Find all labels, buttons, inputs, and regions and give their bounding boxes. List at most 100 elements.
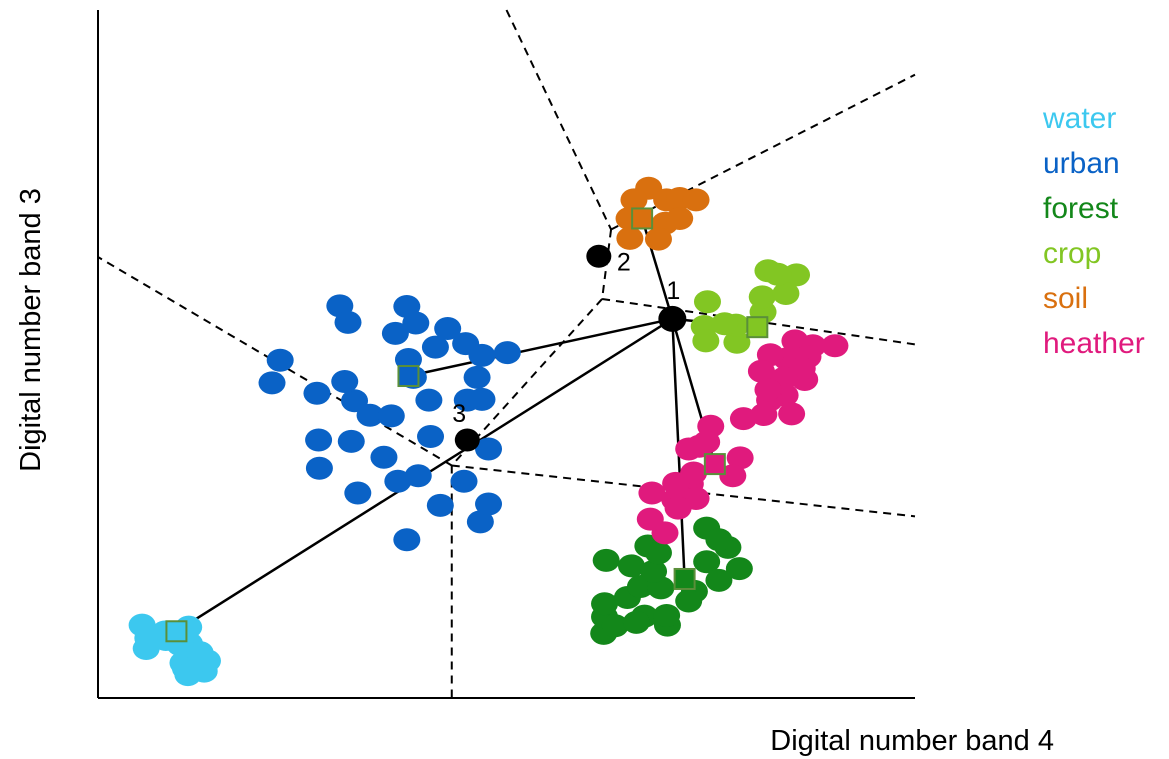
boundary-line: [505, 9, 612, 230]
unknown-pixel-3: [454, 428, 480, 452]
urban-point: [415, 388, 443, 412]
heather-point: [729, 407, 757, 431]
unknown-pixel-label-1: 1: [666, 277, 680, 305]
forest-point: [644, 541, 672, 565]
urban-point: [384, 469, 412, 493]
unknown-pixel-label-2: 2: [617, 248, 631, 276]
heather-point: [664, 496, 692, 520]
urban-point: [266, 348, 294, 372]
legend-item-crop: crop: [1043, 237, 1101, 270]
crop-center-marker: [746, 316, 769, 339]
heather-point: [693, 430, 721, 454]
forest-point: [725, 557, 753, 581]
crop-point: [764, 262, 792, 286]
urban-point: [341, 389, 369, 413]
urban-point: [402, 311, 430, 335]
urban-point: [370, 445, 398, 469]
class-centers: [165, 207, 769, 643]
water-point: [186, 641, 214, 665]
heather-point: [636, 507, 664, 531]
urban-point: [258, 371, 286, 395]
forest-point: [591, 592, 619, 616]
y-axis-label: Digital number band 3: [15, 188, 47, 472]
legend-item-heather: heather: [1043, 327, 1145, 360]
urban-point: [453, 388, 481, 412]
legend-item-water: water: [1042, 102, 1116, 135]
boundary-line: [451, 464, 916, 518]
data-points: [128, 176, 849, 687]
soil-point: [644, 227, 672, 251]
heather-point: [747, 359, 775, 383]
urban-point: [303, 381, 331, 405]
x-axis-label: Digital number band 4: [770, 725, 1054, 757]
unknown-pixel-1: [658, 305, 687, 332]
forest-point: [622, 610, 650, 634]
axes: Digital number band 4 Digital number ban…: [15, 10, 1054, 757]
crop-point: [748, 285, 776, 309]
urban-point: [466, 510, 494, 534]
urban-point: [337, 429, 365, 453]
forest-point: [618, 554, 646, 578]
soil-point: [682, 188, 710, 212]
urban-point: [493, 341, 521, 365]
urban-point: [344, 481, 372, 505]
forest-point: [705, 568, 733, 592]
unknown-pixel-label-3: 3: [452, 400, 466, 428]
heather-center-marker: [703, 453, 726, 476]
urban-point: [475, 492, 503, 516]
urban-point: [417, 425, 445, 449]
crop-point: [772, 281, 800, 305]
soil-point: [666, 206, 694, 230]
forest-point: [693, 550, 721, 574]
urban-point: [331, 370, 359, 394]
boundary-line: [97, 256, 453, 467]
heather-point: [754, 378, 782, 402]
legend-item-urban: urban: [1043, 147, 1120, 180]
urban-point: [450, 469, 478, 493]
urban-point: [463, 365, 491, 389]
legend: water urban forest crop soil heather: [1042, 102, 1145, 360]
crop-point: [693, 290, 721, 314]
heather-point: [726, 446, 754, 470]
forest-point: [675, 589, 703, 613]
soil-point: [620, 188, 648, 212]
forest-point: [653, 603, 681, 627]
water-center-marker: [165, 620, 188, 643]
urban-point: [377, 404, 405, 428]
heather-point: [821, 334, 849, 358]
crop-point: [711, 312, 739, 336]
urban-point: [475, 437, 503, 461]
heather-point: [719, 464, 747, 488]
forest-point: [601, 614, 629, 638]
heather-point: [750, 403, 778, 427]
urban-point: [305, 428, 333, 452]
soil-point: [616, 226, 644, 250]
crop-point: [692, 329, 720, 353]
legend-item-forest: forest: [1043, 192, 1119, 225]
forest-point: [640, 559, 668, 583]
legend-item-soil: soil: [1043, 282, 1088, 315]
heather-point: [662, 471, 690, 495]
urban-point: [468, 343, 496, 367]
forest-center-marker: [673, 567, 696, 590]
crop-point: [723, 330, 751, 354]
urban-point: [381, 321, 409, 345]
unknown-pixels: 1 2 3: [452, 244, 687, 452]
urban-point: [434, 317, 462, 341]
heather-point: [778, 402, 806, 426]
urban-point: [334, 310, 362, 334]
distance-line-urban: [408, 317, 673, 378]
urban-point: [305, 456, 333, 480]
heather-point: [638, 481, 666, 505]
unknown-pixel-2: [586, 244, 612, 268]
urban-point: [393, 528, 421, 552]
urban-point: [426, 493, 454, 517]
soil-center-marker: [631, 207, 654, 230]
urban-center-marker: [397, 365, 420, 388]
urban-point: [421, 335, 449, 359]
forest-point: [592, 548, 620, 572]
forest-point: [705, 528, 733, 552]
urban-point: [404, 464, 432, 488]
